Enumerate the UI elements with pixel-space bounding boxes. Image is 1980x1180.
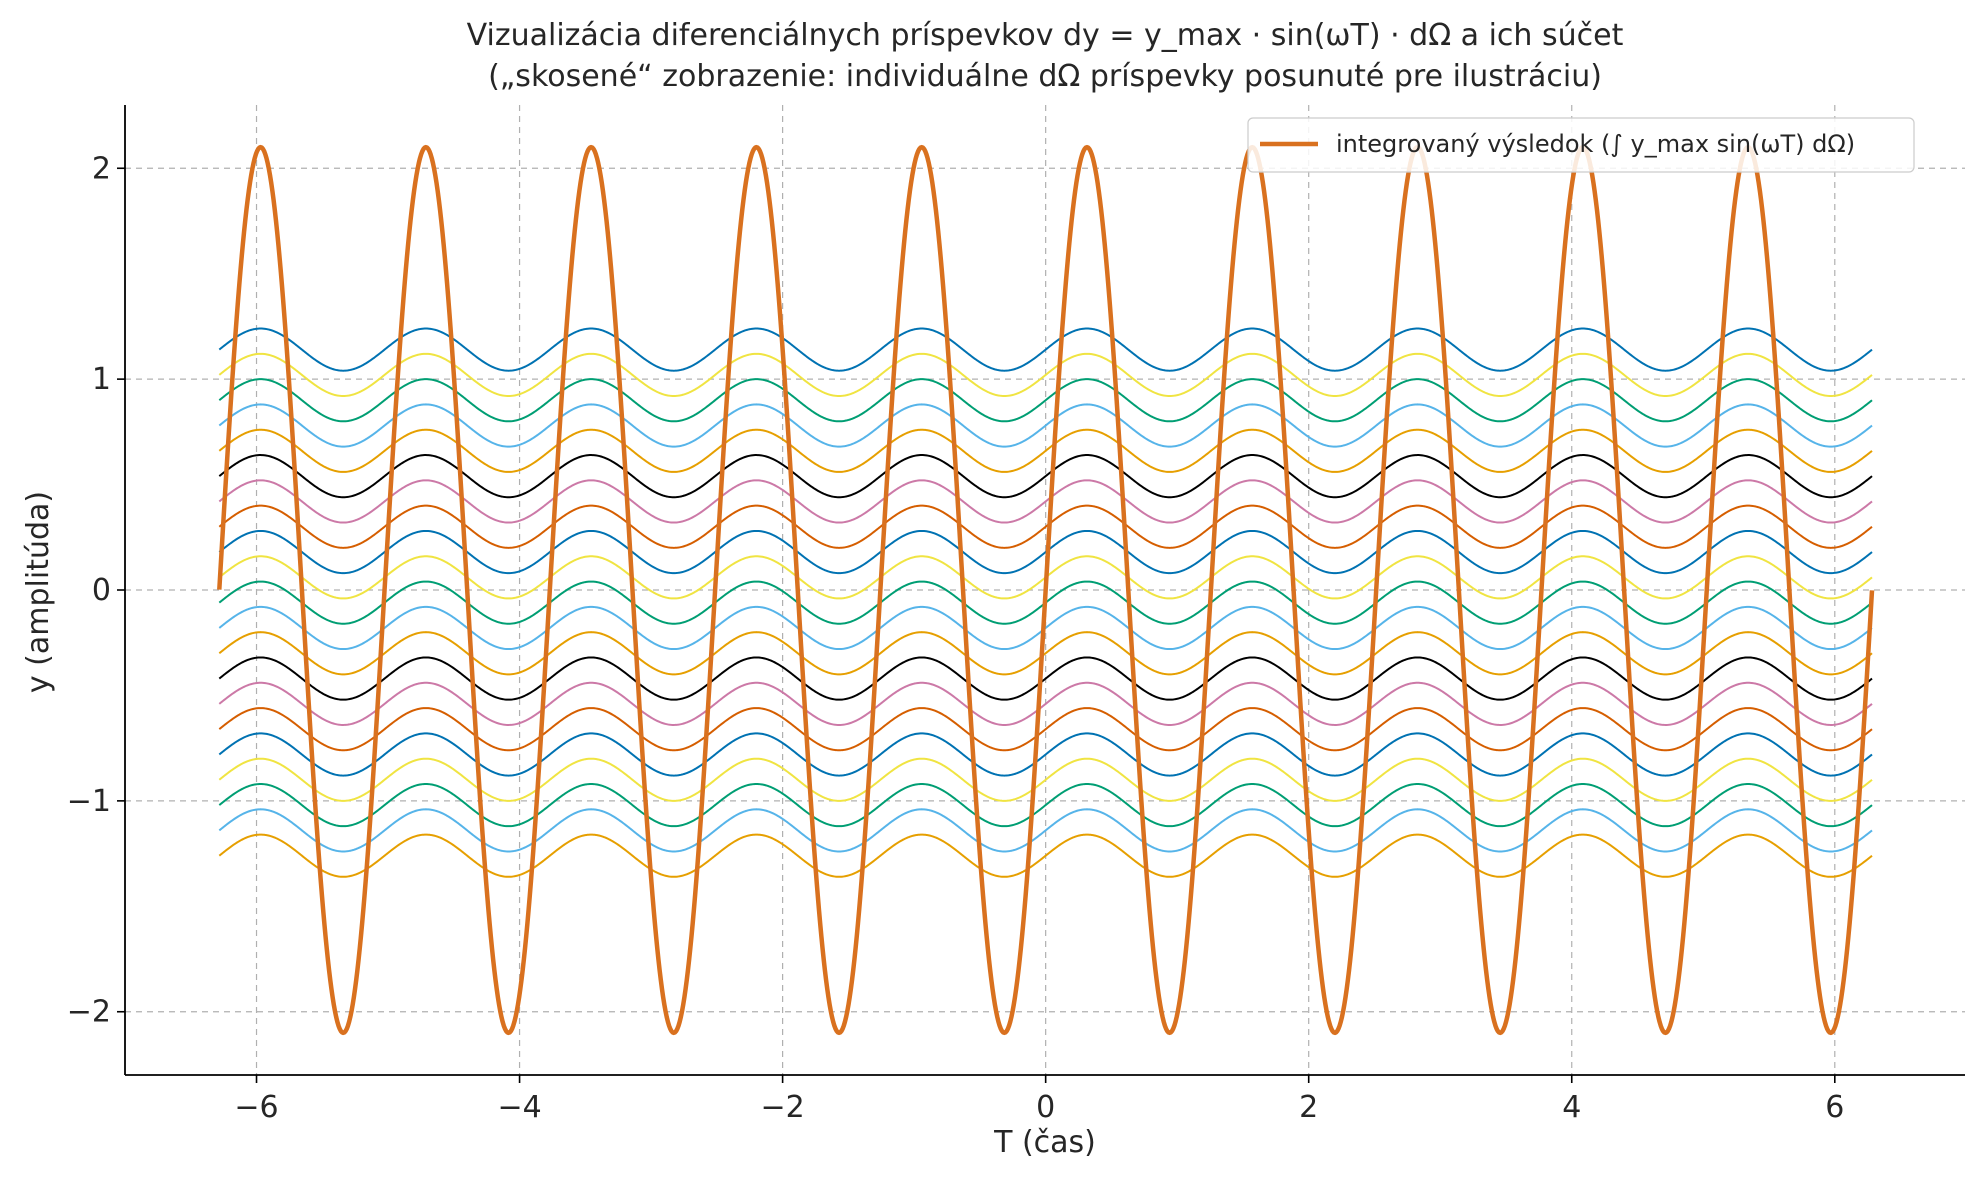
x-tick-label: 4 <box>1562 1090 1581 1125</box>
contribution-line-2 <box>218 352 1873 398</box>
contribution-line-6 <box>218 454 1873 499</box>
y-tick-label: 1 <box>92 362 111 397</box>
contribution-line-1 <box>218 327 1873 372</box>
legend-box <box>1247 117 1915 173</box>
x-tick-label: 2 <box>1299 1090 1318 1125</box>
contribution-line-14 <box>218 656 1873 701</box>
contribution-line-17 <box>218 732 1873 777</box>
contribution-line-13 <box>218 631 1873 676</box>
contribution-line-12 <box>218 605 1873 651</box>
contribution-line-7 <box>218 479 1873 524</box>
x-tick-label: −2 <box>760 1090 804 1125</box>
x-tick-label: 6 <box>1825 1090 1844 1125</box>
x-tick-label: 0 <box>1036 1090 1055 1125</box>
x-axis-label: T (čas) <box>993 1125 1096 1160</box>
contribution-line-9 <box>218 529 1873 575</box>
contribution-line-3 <box>218 378 1873 423</box>
y-tick-label: −2 <box>67 995 111 1030</box>
contribution-line-15 <box>218 681 1873 726</box>
contribution-line-19 <box>218 782 1873 828</box>
contribution-line-8 <box>218 504 1873 549</box>
legend: integrovaný výsledok (∫ y_max sin(ωT) dΩ… <box>1247 117 1915 173</box>
contribution-line-21 <box>218 833 1873 878</box>
contribution-series-group <box>218 327 1873 878</box>
axes: −6 −4 −2 0 2 4 6 −2 −1 0 1 2 <box>67 105 1965 1125</box>
y-tick-label: −1 <box>67 784 111 819</box>
y-tick-label: 2 <box>92 151 111 186</box>
contribution-line-4 <box>218 403 1873 448</box>
x-tick-label: −6 <box>234 1090 278 1125</box>
chart-title-line-1: Vizualizácia diferenciálnych príspevkov … <box>467 18 1624 53</box>
y-tick-label: 0 <box>92 573 111 608</box>
legend-label-integrated: integrovaný výsledok (∫ y_max sin(ωT) dΩ… <box>1336 130 1855 158</box>
contribution-line-5 <box>218 428 1873 473</box>
y-axis-label: y (amplitúda) <box>21 491 56 693</box>
contribution-line-16 <box>218 707 1873 752</box>
integrated-result-line <box>217 144 1875 1036</box>
x-tick-label: −4 <box>497 1090 541 1125</box>
chart-title-line-2: („skosené“ zobrazenie: individuálne dΩ p… <box>488 59 1602 94</box>
contribution-line-20 <box>218 808 1873 853</box>
integrated-series-group <box>217 144 1875 1036</box>
contribution-line-18 <box>218 757 1873 802</box>
